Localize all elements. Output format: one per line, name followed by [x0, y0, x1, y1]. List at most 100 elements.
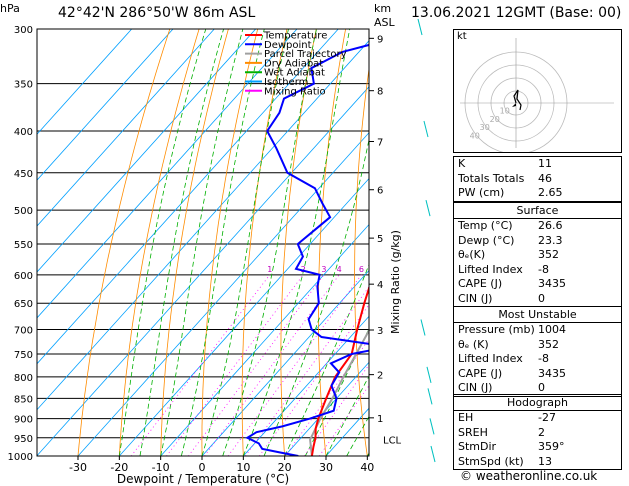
- pressure-tick-label: 550: [14, 240, 33, 251]
- hodograph-stats-panel: Hodograph EH -27 SREH 2 StmDir 359° StmSpd …: [453, 394, 622, 470]
- dry-adiabat-line: [280, 29, 317, 456]
- hodograph-stats-title: Hodograph: [454, 395, 621, 411]
- dry-adiabat-line: [118, 29, 200, 456]
- wind-barb: [426, 366, 432, 383]
- dry-adiabat-line: [241, 29, 288, 456]
- pressure-tick-label: 450: [14, 169, 33, 180]
- temperature-tick-label: -10: [152, 461, 170, 474]
- dry-adiabat-line: [160, 29, 229, 456]
- hpa-axis-label: hPa: [0, 2, 20, 15]
- isotherm-line: [284, 361, 369, 456]
- pressure-tick-label: 700: [14, 326, 33, 337]
- surface-row: CIN (J) 0: [458, 291, 545, 305]
- pressure-tick-label: 300: [14, 25, 33, 36]
- isotherm-line: [37, 86, 369, 456]
- isotherm-line: [160, 223, 369, 456]
- mixing-ratio-label: 20: [428, 265, 438, 274]
- mu-row: θₑ (K) 352: [458, 337, 559, 351]
- wind-barb: [417, 18, 423, 36]
- isotherm-line: [37, 29, 298, 319]
- mixing-ratio-line: [188, 274, 325, 456]
- dry-adiabat-line: [201, 29, 259, 456]
- legend-label: Mixing Ratio: [264, 86, 326, 97]
- wet-adiabat-line: [180, 29, 265, 456]
- mixing-ratio-line: [245, 286, 369, 456]
- wet-adiabat-line: [263, 137, 369, 456]
- km-tick-label: 4: [377, 280, 383, 291]
- temperature-tick-label: 10: [236, 461, 250, 474]
- legend-label: Parcel Trajectory: [264, 49, 347, 60]
- temperature-tick-label: -20: [110, 461, 128, 474]
- hodograph-ring-label: 20: [490, 115, 500, 124]
- mixing-ratio-label: 25: [442, 265, 452, 274]
- legend-label: Dewpoint: [264, 40, 312, 51]
- dewpoint-line: [245, 43, 369, 456]
- km-tick-label: 7: [377, 138, 383, 149]
- wind-barb: [427, 388, 433, 405]
- indices-panel: K 11 Totals Totals 46 PW (cm) 2.65: [453, 156, 622, 202]
- mu-row: Pressure (mb) 1004: [458, 323, 566, 336]
- pressure-tick-label: 900: [14, 415, 33, 426]
- hodo-row: StmDir 359°: [458, 440, 565, 453]
- mixing-ratio-line: [318, 384, 369, 456]
- mixing-ratio-axis-title: Mixing Ratio (g/kg): [389, 230, 402, 334]
- mixing-ratio-label: 1: [267, 265, 272, 274]
- km-axis-label: km: [374, 2, 392, 15]
- mixing-ratio-label: 3: [321, 265, 326, 274]
- wet-adiabat-line: [160, 29, 244, 456]
- lcl-label: LCL: [383, 436, 402, 447]
- pressure-tick-label: 800: [14, 373, 33, 384]
- wind-barb: [423, 120, 429, 138]
- wet-adiabat-line: [139, 29, 224, 456]
- hodo-row: SREH 2: [458, 425, 545, 439]
- wind-barb: [425, 200, 431, 217]
- surface-row: θₑ(K) 352: [458, 248, 559, 261]
- pressure-tick-label: 600: [14, 271, 33, 282]
- km-tick-label: 8: [377, 87, 383, 98]
- legend-label: Isotherm: [264, 77, 308, 88]
- surface-row: Temp (°C) 26.6: [458, 219, 563, 232]
- pressure-tick-label: 750: [14, 350, 33, 361]
- dry-adiabat-line: [354, 65, 369, 456]
- surface-title: Surface: [454, 203, 621, 219]
- index-row-pw: PW (cm) 2.65: [458, 186, 563, 199]
- mixing-ratio-line: [227, 274, 362, 456]
- km-tick-label: 1: [377, 414, 383, 425]
- asl-axis-label: ASL: [374, 16, 395, 29]
- mixing-ratio-label: 2: [301, 265, 306, 274]
- legend-label: Temperature: [263, 31, 327, 42]
- temperature-tick-label: 20: [278, 461, 292, 474]
- mixing-ratio-label: 15: [410, 265, 420, 274]
- storm-motion-marker: [512, 103, 516, 107]
- mu-row: Lifted Index -8: [458, 352, 549, 365]
- hodo-row: StmSpd (kt) 13: [458, 454, 552, 468]
- most-unstable-panel: Most Unstable Pressure (mb) 1004 θₑ (K) 35…: [453, 306, 622, 397]
- wet-adiabat-line: [242, 29, 351, 456]
- hodograph-unit-label: kt: [457, 31, 467, 42]
- surface-row: CAPE (J) 3435: [458, 277, 566, 290]
- isotherm-line: [37, 29, 132, 135]
- hodo-row: EH -27: [458, 411, 556, 424]
- isotherm-line: [37, 29, 215, 227]
- isotherm-line: [243, 315, 369, 456]
- isotherm-line: [201, 269, 369, 456]
- pressure-tick-label: 500: [14, 206, 33, 217]
- datetime-title: 13.06.2021 12GMT (Base: 00): [411, 5, 622, 21]
- surface-panel: Surface Temp (°C) 26.6 Dewp (°C) 23.3 θₑ(K…: [453, 202, 622, 307]
- location-title: 42°42'N 286°50'W 86m ASL: [58, 5, 256, 21]
- temperature-line: [310, 285, 369, 456]
- temperature-tick-label: 30: [319, 461, 333, 474]
- wet-adiabat-line: [118, 29, 207, 456]
- km-tick-label: 2: [377, 371, 383, 382]
- pressure-tick-label: 1000: [8, 452, 33, 463]
- copyright-text: © weatheronline.co.uk: [460, 469, 598, 483]
- temperature-tick-label: 0: [199, 461, 206, 474]
- mixing-ratio-label: 4: [337, 265, 342, 274]
- dry-adiabat-line: [77, 29, 171, 456]
- wind-barb: [429, 418, 435, 435]
- dry-adiabat-line: [424, 29, 450, 456]
- most-unstable-title: Most Unstable: [454, 307, 621, 323]
- mixing-ratio-label: 6: [359, 265, 364, 274]
- isotherm-line: [119, 177, 369, 456]
